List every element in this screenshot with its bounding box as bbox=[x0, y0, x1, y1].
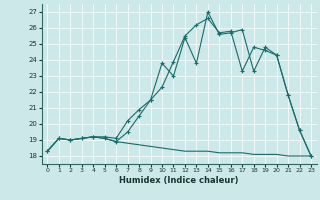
X-axis label: Humidex (Indice chaleur): Humidex (Indice chaleur) bbox=[119, 176, 239, 185]
